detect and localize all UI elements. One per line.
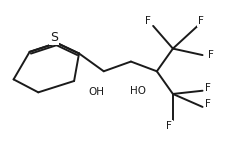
Text: F: F [205, 83, 210, 93]
Text: F: F [198, 16, 204, 26]
Text: F: F [166, 121, 172, 131]
Text: F: F [205, 99, 210, 109]
Text: HO: HO [130, 86, 146, 96]
Text: F: F [208, 50, 214, 60]
Text: F: F [145, 16, 151, 26]
Text: S: S [50, 31, 58, 44]
Text: OH: OH [88, 87, 104, 97]
